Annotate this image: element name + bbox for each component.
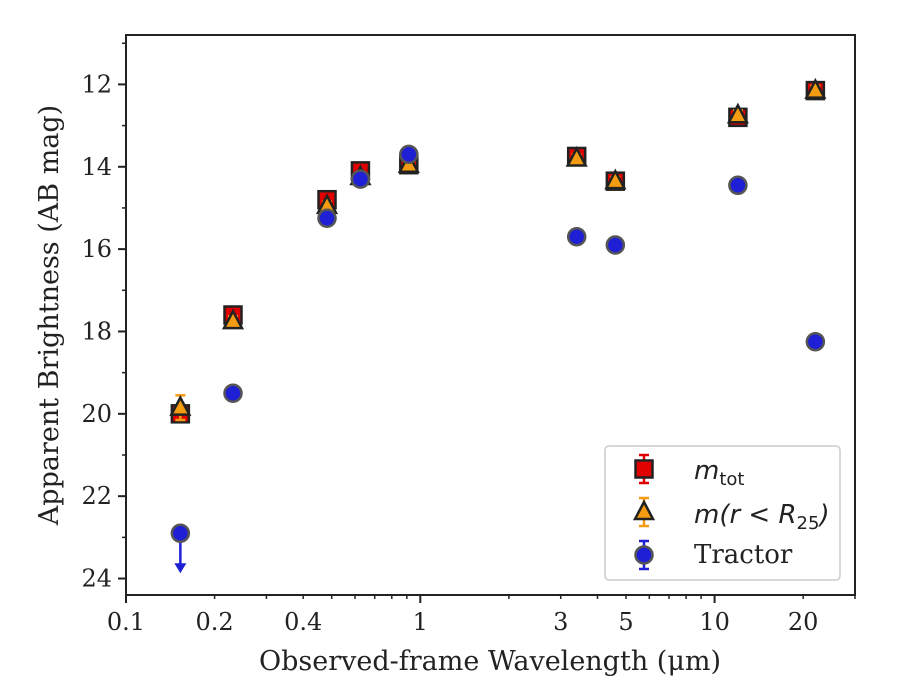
x-tick-labels: 0.1 0.2 0.4 1 3 5 10 20 <box>107 608 819 636</box>
y-tick-labels: 12 14 16 18 20 22 24 <box>81 70 112 592</box>
tractor-point <box>805 332 826 352</box>
tractor-point <box>728 175 748 196</box>
x-tick-label: 5 <box>618 608 633 636</box>
x-tick-label: 0.1 <box>107 608 145 636</box>
mR25-point <box>565 145 588 167</box>
y-tick-label: 24 <box>81 565 112 593</box>
y-tick-label: 22 <box>81 482 112 510</box>
tractor-point <box>605 235 626 255</box>
y-tick-label: 20 <box>81 400 112 428</box>
x-tick-label: 0.2 <box>196 608 234 636</box>
x-tick-label: 0.4 <box>284 608 322 636</box>
x-axis-label: Observed-frame Wavelength (μm) <box>259 646 721 677</box>
mR25-point <box>804 77 827 99</box>
legend-markers <box>632 453 656 571</box>
series-mR25 <box>169 77 827 422</box>
legend-label-m-r25: m(r < R25) <box>694 500 830 534</box>
legend-label-tractor: Tractor <box>694 540 793 570</box>
series-tractor <box>170 144 826 574</box>
x-tick-label: 20 <box>788 608 819 636</box>
mR25-point <box>221 308 245 330</box>
legend-label-mtot: mtot <box>694 456 744 490</box>
tractor-point <box>223 383 243 403</box>
y-tick-label: 18 <box>81 317 112 345</box>
x-tick-label: 1 <box>413 608 428 636</box>
tractor-point <box>350 169 371 189</box>
y-tick-label: 14 <box>81 153 112 181</box>
legend-marker-tractor <box>634 545 654 565</box>
tractor-point <box>399 144 419 165</box>
tractor-point <box>566 227 587 247</box>
tractor-point <box>170 523 191 543</box>
mR25-point <box>604 168 627 190</box>
y-tick-label: 16 <box>81 235 112 263</box>
y-axis-label: Apparent Brightness (AB mag) <box>34 105 65 526</box>
upper-limit-head <box>174 563 187 574</box>
legend-marker-mR25 <box>632 499 656 521</box>
series-mtot <box>170 80 826 424</box>
mR25-point <box>169 394 192 416</box>
plot-frame <box>125 34 856 596</box>
data-points <box>169 77 827 574</box>
legend-box <box>604 445 841 581</box>
legend: mtot m(r < R25) Tractor <box>604 445 841 581</box>
x-tick-label: 10 <box>699 608 730 636</box>
tractor-point <box>317 208 337 228</box>
mR25-point <box>726 102 749 124</box>
x-tick-label: 3 <box>553 608 568 636</box>
y-tick-label: 12 <box>81 70 112 98</box>
legend-marker-mtot <box>634 459 654 479</box>
